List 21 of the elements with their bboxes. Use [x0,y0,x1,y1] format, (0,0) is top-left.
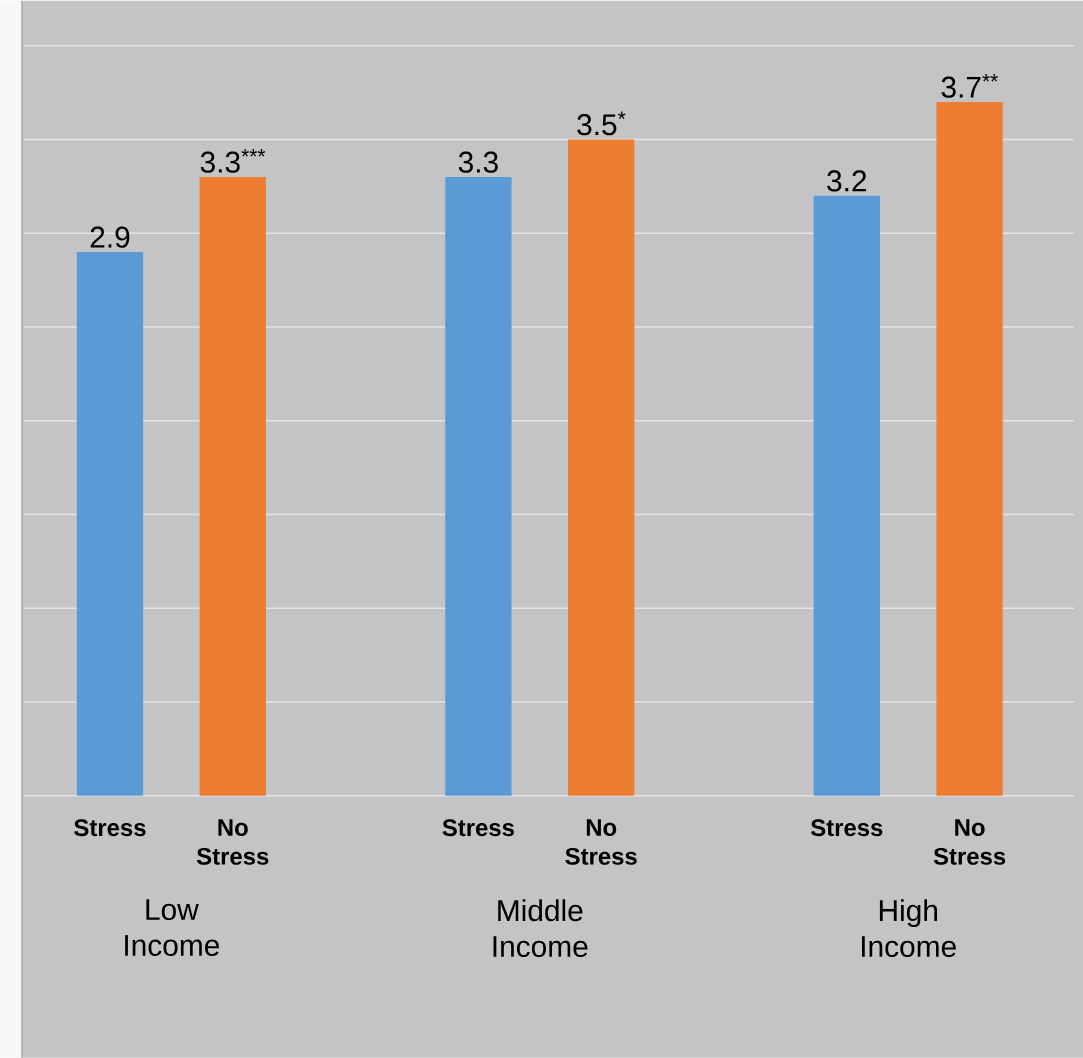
data-label: 3.3$^{***}$ [200,148,266,173]
x-tick-label: Middle Income [493,899,588,957]
bar [199,176,266,796]
text: No Stress [565,819,637,865]
text: No Stress [933,819,1006,865]
text: Stress [74,819,146,836]
data-label: 3.2 [827,170,867,192]
bar [568,139,635,796]
text: Stress [442,819,514,836]
data-label: 3.3 [458,151,498,173]
x-tick-label: High Income [861,899,956,957]
bar [936,101,1003,796]
bar [76,251,144,796]
data-label: 3.7$^{**}$ [941,73,998,98]
x-tick-label: Low Income [125,899,220,956]
bar [813,195,880,796]
data-label: 3.5$^{*}$ [577,111,626,136]
bar [445,176,512,796]
series-label: Stress [810,819,883,836]
data-label: 2.9 [90,226,130,248]
series-label: No Stress [196,819,269,865]
